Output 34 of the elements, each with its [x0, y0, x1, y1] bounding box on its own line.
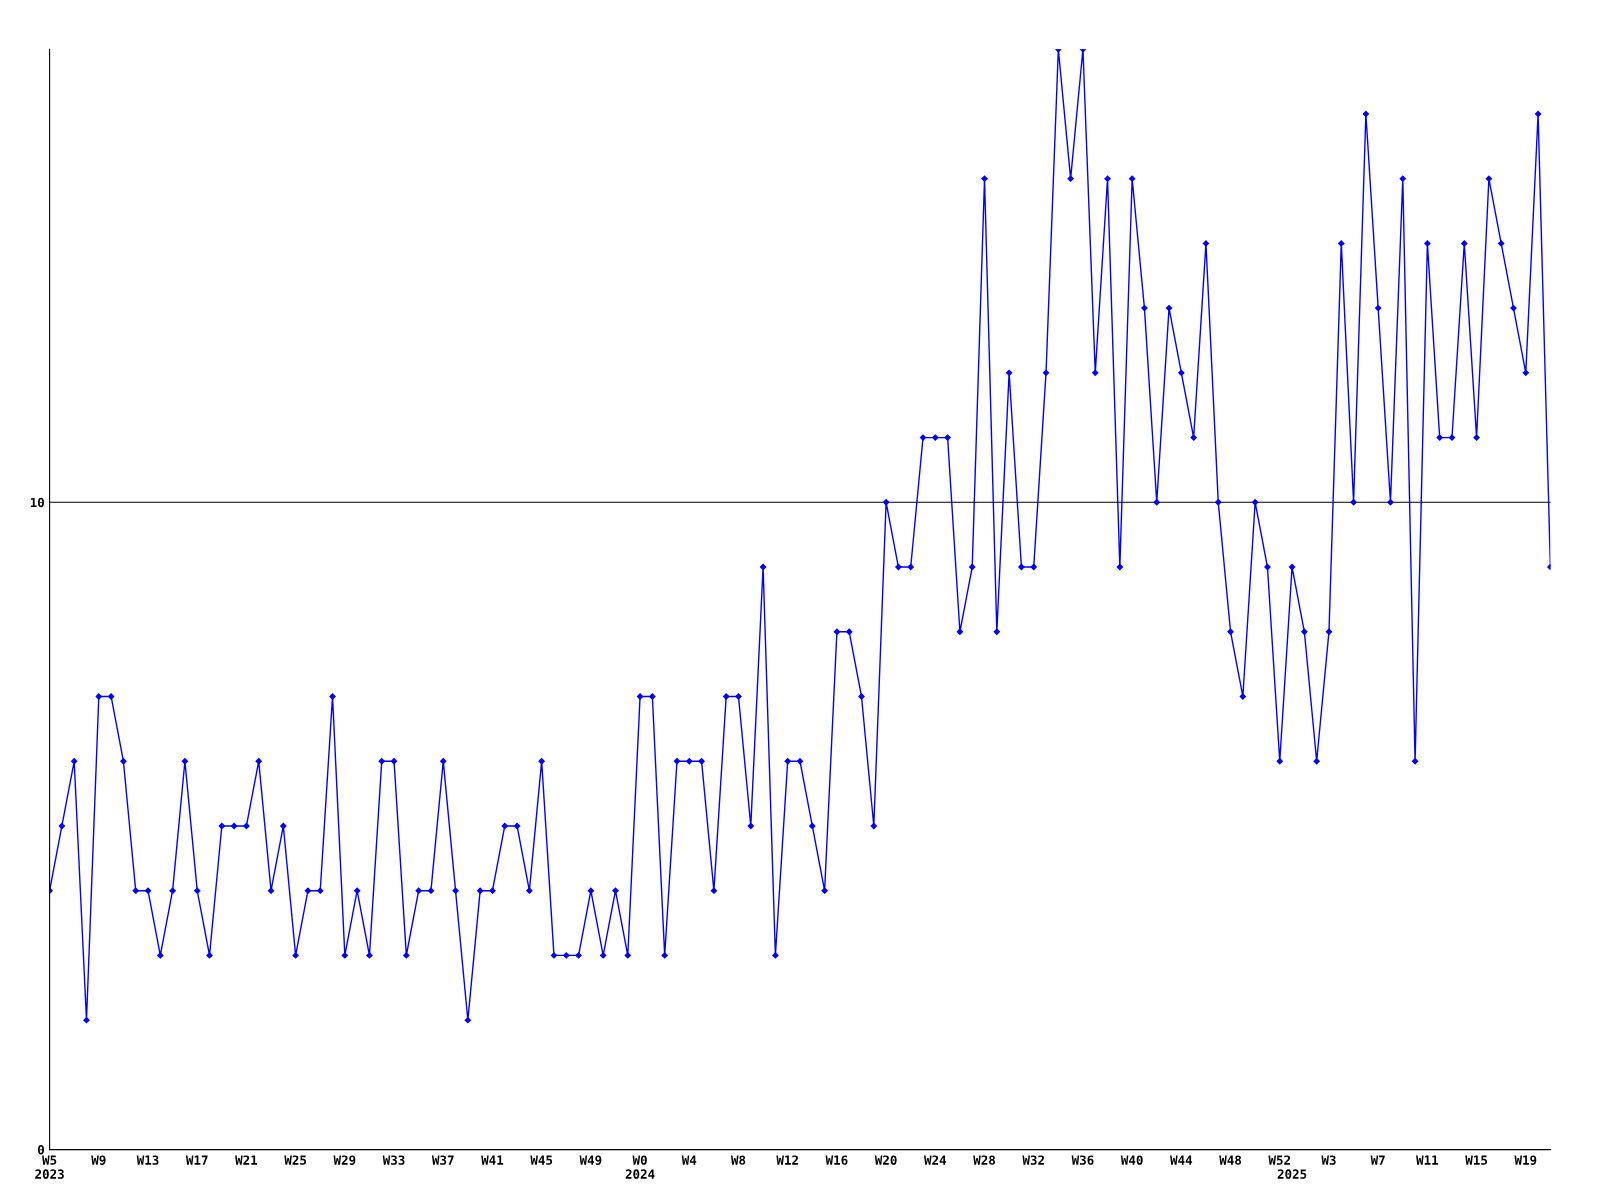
x-tick-label: W44	[1170, 1155, 1193, 1165]
y-tick-label: 0	[37, 1145, 44, 1155]
x-tick-label: W9	[91, 1155, 106, 1165]
x-tick-label: W28	[973, 1155, 996, 1165]
x-tick-label: W20	[874, 1155, 897, 1165]
x-tick-label: W25	[284, 1155, 307, 1165]
x-tick-label: W7	[1370, 1155, 1385, 1165]
x-tick-label: W5 2023	[35, 1155, 64, 1179]
x-tick-label: W37	[431, 1155, 454, 1165]
x-tick-label: W40	[1120, 1155, 1143, 1165]
x-tick-label: W36	[1071, 1155, 1094, 1165]
x-tick-label: W3	[1321, 1155, 1336, 1165]
x-tick-label: W45	[530, 1155, 553, 1165]
x-tick-label: W11	[1416, 1155, 1439, 1165]
x-tick-label: W24	[924, 1155, 947, 1165]
x-tick-label: W13	[136, 1155, 159, 1165]
y-tick-label: 10	[30, 497, 44, 508]
x-tick-label: 2025	[1277, 1169, 1307, 1179]
x-tick-label: W12	[776, 1155, 798, 1165]
x-tick-label: W16	[825, 1155, 848, 1165]
x-tick-label: W41	[481, 1155, 504, 1165]
x-tick-label: W29	[333, 1155, 356, 1165]
x-tick-label: W19	[1514, 1155, 1537, 1165]
x-tick-label: W8	[730, 1155, 746, 1165]
x-tick-label: W0 2024	[625, 1155, 655, 1179]
x-tick-label: W32	[1022, 1155, 1044, 1165]
x-tick-label: W17	[185, 1155, 208, 1165]
x-tick-label: W15	[1465, 1155, 1488, 1165]
x-tick-label: W49	[579, 1155, 602, 1165]
x-tick-label: W48	[1219, 1155, 1242, 1165]
x-tick-label: W21	[235, 1155, 258, 1165]
x-tick-label: W33	[382, 1155, 405, 1165]
x-tick-label: W52	[1268, 1155, 1291, 1165]
x-tick-label: W4	[681, 1155, 697, 1165]
